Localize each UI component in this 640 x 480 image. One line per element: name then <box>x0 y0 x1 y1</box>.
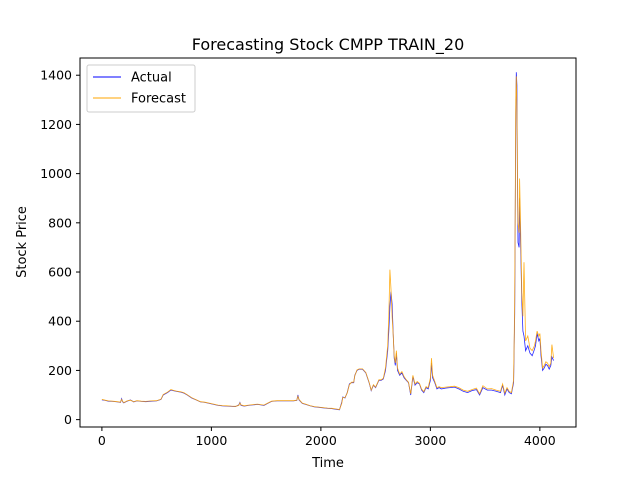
x-tick-label: 3000 <box>414 433 446 448</box>
y-axis: 0 200 400 600 800 1000 1200 1400 <box>40 68 80 427</box>
x-axis: 0 1000 2000 3000 4000 <box>98 427 556 448</box>
plot-frame <box>79 57 577 428</box>
legend-label-forecast: Forecast <box>131 92 186 107</box>
y-tick-label: 1200 <box>40 117 72 132</box>
y-tick-label: 800 <box>48 215 72 230</box>
y-axis-label: Stock Price <box>15 206 30 278</box>
x-tick-label: 0 <box>98 433 106 448</box>
y-tick-label: 1400 <box>40 68 72 83</box>
legend: Actual Forecast <box>86 64 196 113</box>
chart-title: Forecasting Stock CMPP TRAIN_20 <box>192 35 465 55</box>
y-tick-label: 1000 <box>40 166 72 181</box>
y-tick-label: 0 <box>64 412 72 427</box>
legend-label-actual: Actual <box>131 71 172 86</box>
x-tick-label: 4000 <box>524 433 556 448</box>
series-line-forecast <box>101 76 554 410</box>
y-tick-label: 600 <box>48 265 72 280</box>
y-tick-label: 400 <box>48 314 72 329</box>
x-axis-label: Time <box>311 456 344 471</box>
series-layer <box>101 72 554 411</box>
y-tick-label: 200 <box>48 363 72 378</box>
x-tick-label: 2000 <box>305 433 337 448</box>
x-tick-label: 1000 <box>195 433 227 448</box>
